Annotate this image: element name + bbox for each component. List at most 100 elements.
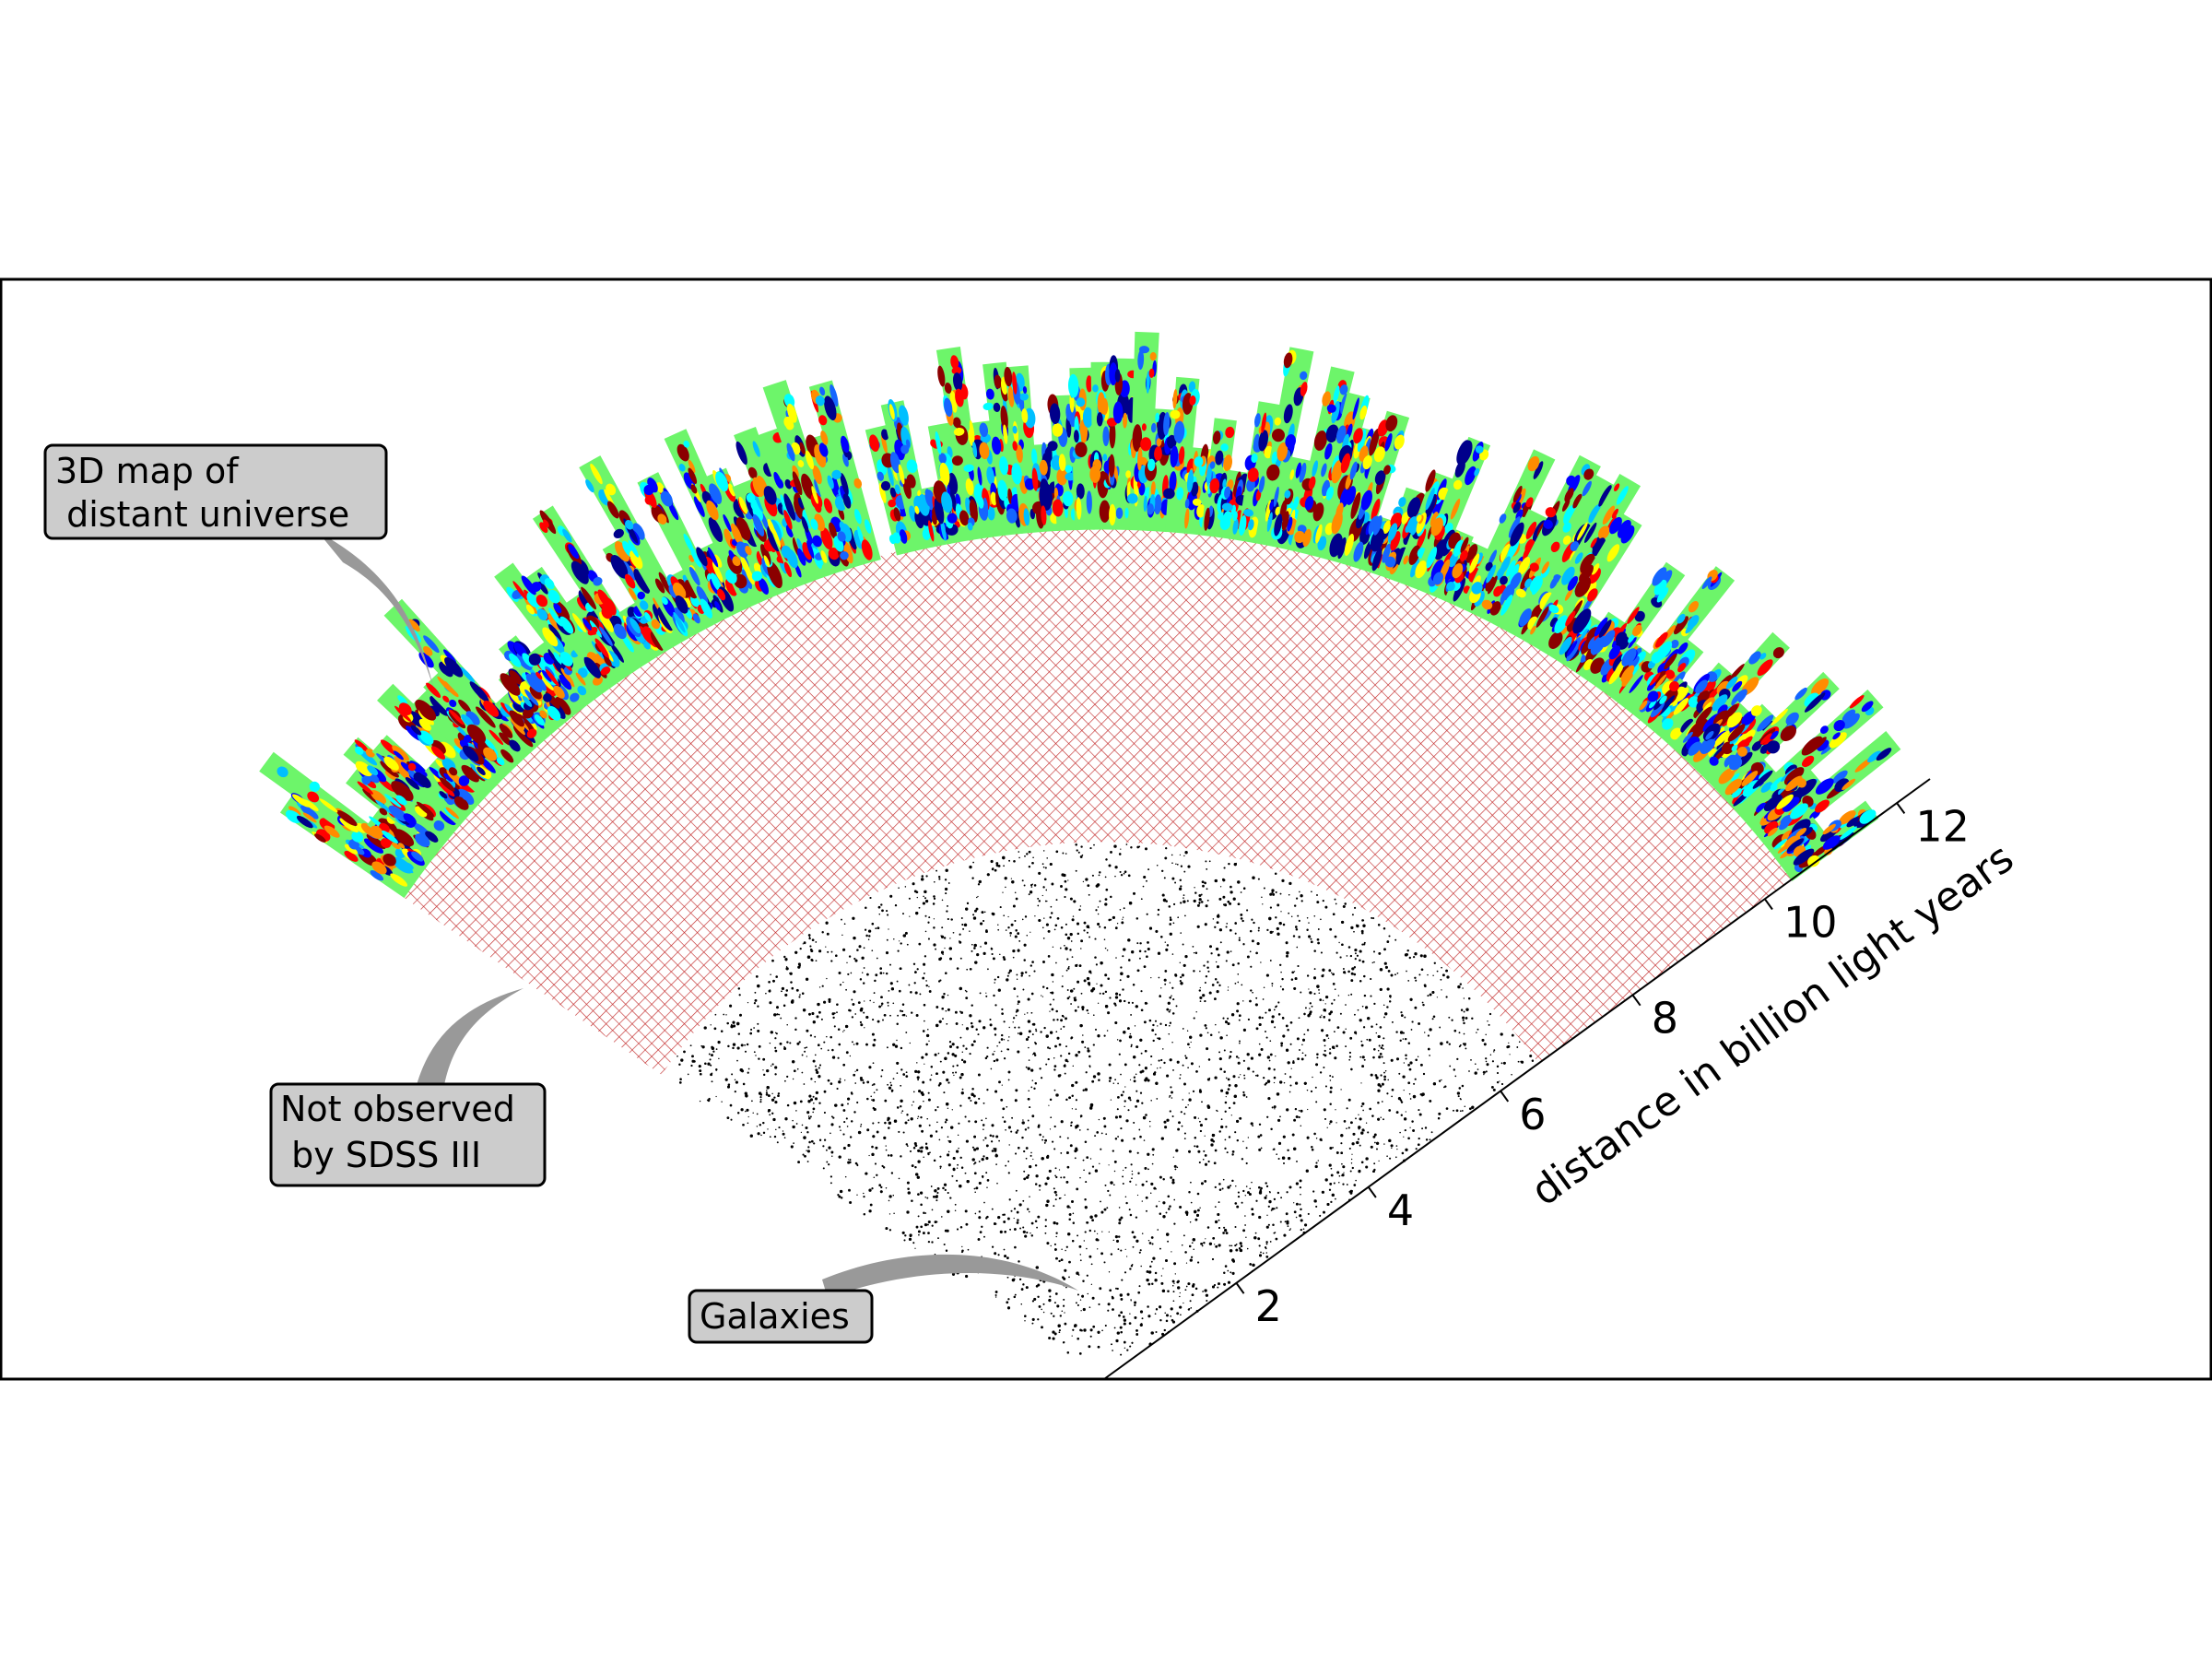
- galaxy-dot: [1142, 1200, 1143, 1201]
- galaxy-dot: [1177, 1286, 1180, 1289]
- galaxy-dot: [1134, 1079, 1136, 1082]
- galaxy-dot: [1035, 1221, 1038, 1223]
- galaxy-dot: [1056, 1222, 1059, 1225]
- galaxy-dot: [1110, 851, 1112, 854]
- galaxy-dot: [1075, 843, 1077, 846]
- galaxy-dot: [1065, 1073, 1066, 1075]
- galaxy-dot: [1053, 998, 1054, 1000]
- galaxy-dot: [1229, 1136, 1230, 1138]
- galaxy-dot: [886, 973, 888, 974]
- galaxy-dot: [898, 887, 900, 889]
- galaxy-dot: [1305, 1055, 1307, 1056]
- galaxy-dot: [1129, 1150, 1132, 1153]
- galaxy-dot: [1067, 1138, 1069, 1139]
- galaxy-dot: [1087, 884, 1089, 887]
- galaxy-dot: [1197, 904, 1200, 907]
- galaxy-dot: [1373, 1048, 1376, 1051]
- galaxy-dot: [1133, 1235, 1135, 1238]
- galaxy-dot: [1142, 1233, 1144, 1234]
- galaxy-dot: [1055, 1292, 1058, 1295]
- galaxy-dot: [1170, 982, 1171, 984]
- galaxy-dot: [1075, 1157, 1077, 1159]
- galaxy-dot: [917, 897, 918, 898]
- galaxy-dot: [1410, 1098, 1412, 1100]
- galaxy-dot: [1080, 1254, 1082, 1256]
- galaxy-dot: [845, 1176, 847, 1178]
- galaxy-dot: [898, 950, 900, 952]
- galaxy-dot: [1277, 903, 1279, 906]
- galaxy-dot: [1263, 998, 1265, 1000]
- galaxy-dot: [1459, 1032, 1461, 1033]
- galaxy-dot: [1060, 948, 1062, 949]
- galaxy-dot: [1033, 971, 1035, 973]
- galaxy-dot: [1264, 987, 1265, 989]
- galaxy-dot: [1219, 928, 1222, 931]
- galaxy-dot: [690, 1065, 692, 1067]
- galaxy-dot: [748, 1116, 749, 1117]
- galaxy-dot: [1258, 1216, 1261, 1219]
- galaxy-dot: [836, 1011, 838, 1013]
- galaxy-dot: [1004, 1120, 1006, 1123]
- galaxy-dot: [1328, 1038, 1329, 1039]
- galaxy-dot: [1180, 879, 1182, 881]
- galaxy-dot: [1380, 1053, 1382, 1056]
- galaxy-dot: [906, 1015, 907, 1016]
- galaxy-dot: [952, 1066, 954, 1067]
- galaxy-dot: [783, 956, 785, 958]
- galaxy-dot: [1084, 1240, 1085, 1241]
- galaxy-dot: [1032, 1079, 1034, 1081]
- galaxy-dot: [1055, 1233, 1057, 1234]
- galaxy-dot: [961, 1246, 962, 1247]
- galaxy-dot: [1342, 1183, 1344, 1185]
- galaxy-dot: [896, 1040, 897, 1041]
- galaxy-dot: [880, 1186, 882, 1188]
- galaxy-dot: [1131, 1177, 1133, 1179]
- galaxy-dot: [1077, 923, 1079, 926]
- galaxy-dot: [941, 926, 943, 928]
- galaxy-dot: [1114, 1021, 1117, 1024]
- galaxy-dot: [1175, 1149, 1178, 1151]
- galaxy-dot: [1241, 917, 1243, 920]
- galaxy-dot: [1023, 1178, 1026, 1181]
- galaxy-dot: [1177, 1167, 1179, 1169]
- galaxy-dot: [1274, 1198, 1276, 1200]
- galaxy-dot: [870, 1096, 872, 1098]
- galaxy-dot: [1148, 1240, 1149, 1241]
- galaxy-dot: [1094, 1135, 1096, 1137]
- galaxy-dot: [841, 1103, 843, 1106]
- galaxy-dot: [1221, 1118, 1223, 1120]
- galaxy-dot: [848, 1189, 851, 1192]
- galaxy-dot: [916, 1226, 919, 1229]
- galaxy-dot: [1198, 1117, 1199, 1118]
- galaxy-dot: [1425, 1126, 1427, 1128]
- galaxy-dot: [1471, 1018, 1473, 1020]
- galaxy-dot: [1203, 1242, 1205, 1244]
- galaxy-dot: [1119, 1054, 1121, 1056]
- galaxy-dot: [1258, 1016, 1261, 1019]
- galaxy-dot: [1023, 1150, 1025, 1152]
- galaxy-dot: [860, 1126, 862, 1127]
- galaxy-dot: [1258, 930, 1260, 932]
- galaxy-dot: [849, 1161, 852, 1163]
- galaxy-dot: [1054, 1090, 1056, 1091]
- galaxy-dot: [1104, 973, 1107, 976]
- galaxy-dot: [1047, 1046, 1049, 1048]
- galaxy-dot: [729, 1005, 732, 1008]
- galaxy-dot: [1120, 1354, 1122, 1356]
- galaxy-dot: [1307, 1137, 1310, 1139]
- galaxy-dot: [1359, 1019, 1362, 1021]
- galaxy-dot: [1033, 1298, 1036, 1301]
- galaxy-dot: [826, 1150, 828, 1151]
- galaxy-dot: [1172, 953, 1174, 955]
- galaxy-dot: [863, 982, 865, 984]
- galaxy-dot: [1360, 1082, 1361, 1083]
- galaxy-dot: [1055, 1198, 1057, 1200]
- galaxy-dot: [777, 1141, 779, 1143]
- galaxy-dot: [1255, 1233, 1257, 1234]
- galaxy-dot: [1180, 932, 1182, 934]
- galaxy-dot: [971, 1025, 974, 1028]
- galaxy-dot: [1315, 1087, 1317, 1089]
- galaxy-dot: [956, 1180, 958, 1182]
- galaxy-dot: [1216, 948, 1218, 950]
